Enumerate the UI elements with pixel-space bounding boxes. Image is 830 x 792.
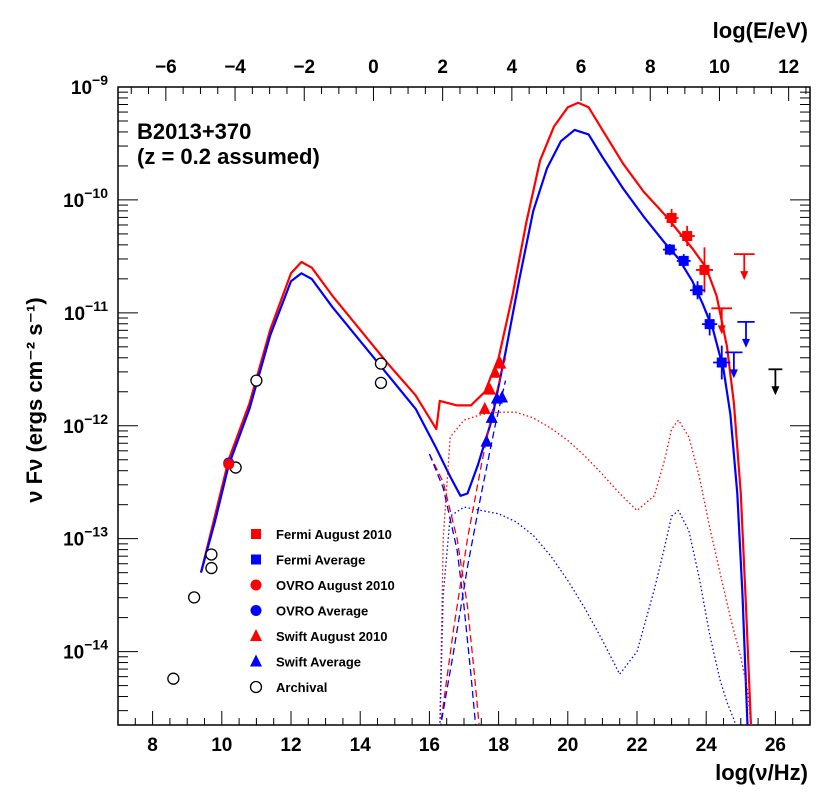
x-tick-label: 14 bbox=[350, 735, 372, 756]
top-tick-label: −6 bbox=[155, 57, 177, 78]
data-point bbox=[692, 285, 703, 296]
data-point bbox=[374, 376, 388, 390]
data-point bbox=[682, 231, 693, 242]
model-august-sync-tail bbox=[428, 453, 480, 725]
x-tick-labels: 8 10 12 14 16 18 20 22 24 26 bbox=[147, 735, 786, 756]
top-tick-label: 8 bbox=[645, 57, 656, 78]
redshift-note: (z = 0.2 assumed) bbox=[137, 144, 320, 169]
legend-label: Swift Average bbox=[276, 655, 361, 670]
data-point bbox=[478, 401, 491, 414]
x-tick-label: 26 bbox=[765, 735, 786, 756]
x-tick-label: 18 bbox=[488, 735, 509, 756]
legend: Fermi August 2010 Fermi Average OVRO Augus… bbox=[249, 527, 395, 695]
legend-marker bbox=[250, 605, 262, 616]
model-august-ec-rise bbox=[439, 357, 507, 725]
legend-label: Fermi Average bbox=[276, 553, 365, 568]
axis-ticks bbox=[117, 86, 811, 725]
data-point bbox=[374, 357, 388, 370]
data-points bbox=[167, 208, 783, 685]
data-point bbox=[699, 264, 710, 275]
legend-label: OVRO Average bbox=[276, 604, 368, 619]
legend-marker bbox=[250, 579, 262, 591]
data-point bbox=[205, 561, 218, 575]
top-axis-title: log(E/eV) bbox=[713, 18, 808, 43]
legend-marker bbox=[250, 629, 262, 641]
top-tick-label: −2 bbox=[293, 57, 315, 78]
x-tick-label: 10 bbox=[211, 735, 232, 756]
data-point bbox=[483, 382, 496, 395]
upper-limit-arrow bbox=[771, 386, 780, 396]
data-point bbox=[167, 672, 180, 685]
top-tick-label: 6 bbox=[576, 57, 587, 78]
x-tick-label: 22 bbox=[626, 735, 647, 756]
legend-marker bbox=[249, 680, 263, 694]
y-tick-label: 10−9 bbox=[71, 72, 108, 99]
data-point bbox=[704, 319, 715, 330]
legend-label: Fermi August 2010 bbox=[276, 527, 392, 542]
data-point bbox=[187, 591, 201, 604]
legend-marker bbox=[250, 654, 262, 667]
model-average-sync-tail bbox=[428, 453, 477, 725]
legend-label: Archival bbox=[276, 680, 327, 695]
top-tick-label: −4 bbox=[224, 57, 246, 78]
legend-marker bbox=[251, 554, 261, 565]
y-tick-label: 10−11 bbox=[64, 298, 108, 325]
data-point bbox=[716, 357, 727, 368]
data-point bbox=[205, 548, 218, 561]
x-tick-label: 20 bbox=[557, 735, 578, 756]
data-point bbox=[250, 374, 263, 387]
data-point bbox=[496, 390, 509, 403]
x-tick-label: 16 bbox=[419, 735, 440, 756]
x-tick-label: 24 bbox=[696, 735, 718, 756]
upper-limit-arrow bbox=[717, 325, 726, 335]
data-point bbox=[494, 356, 507, 369]
top-tick-labels: −6 −4 −2 0 2 4 6 8 10 12 bbox=[155, 57, 799, 78]
legend-label: Swift August 2010 bbox=[276, 629, 387, 644]
y-tick-label: 10−12 bbox=[63, 411, 108, 438]
source-name: B2013+370 bbox=[137, 119, 251, 144]
x-tick-label: 8 bbox=[147, 735, 158, 756]
top-tick-label: 12 bbox=[778, 57, 799, 78]
y-tick-label: 10−13 bbox=[63, 524, 108, 551]
data-point bbox=[485, 410, 498, 423]
data-point bbox=[664, 244, 675, 255]
legend-marker bbox=[251, 529, 261, 539]
model-august-ssc bbox=[439, 411, 752, 725]
model-average-ssc bbox=[439, 506, 737, 725]
upper-limit-arrow bbox=[729, 369, 738, 379]
data-point bbox=[489, 365, 502, 378]
model-average-ec-rise bbox=[440, 380, 507, 725]
y-tick-label: 10−10 bbox=[63, 185, 108, 212]
x-tick-label: 12 bbox=[280, 735, 301, 756]
y-axis-title: ν Fν (ergs cm⁻² s⁻¹) bbox=[22, 297, 47, 502]
top-tick-label: 0 bbox=[368, 57, 379, 78]
top-tick-label: 10 bbox=[709, 57, 730, 78]
x-axis-title: log(ν/Hz) bbox=[715, 760, 808, 785]
data-point bbox=[480, 434, 493, 447]
top-tick-label: 2 bbox=[437, 57, 448, 78]
model-average-total bbox=[199, 128, 749, 725]
y-tick-label: 10−14 bbox=[63, 637, 108, 664]
top-tick-label: 4 bbox=[507, 57, 518, 78]
data-point bbox=[223, 458, 235, 470]
data-point bbox=[678, 255, 689, 266]
upper-limit-arrow bbox=[740, 271, 749, 281]
y-tick-labels: 10−14 10−13 10−12 10−11 10−10 10−9 bbox=[63, 72, 108, 664]
legend-label: OVRO August 2010 bbox=[276, 578, 395, 593]
data-point bbox=[666, 212, 677, 223]
upper-limit-arrow bbox=[741, 338, 750, 348]
